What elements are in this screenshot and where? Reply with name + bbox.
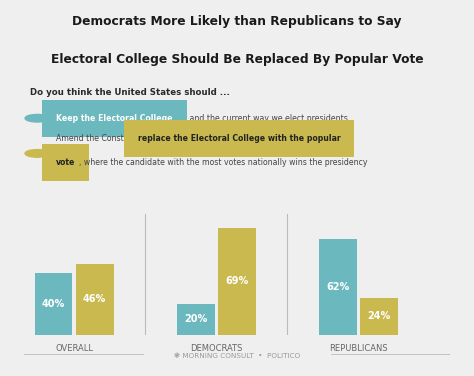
Bar [218,228,256,335]
Text: vote: vote [56,158,75,167]
Text: 40%: 40% [42,299,65,309]
Circle shape [25,150,49,157]
Text: Electoral College Should Be Replaced By Popular Vote: Electoral College Should Be Replaced By … [51,53,423,66]
Bar [319,239,357,335]
Circle shape [25,114,49,122]
Text: 46%: 46% [83,294,106,304]
Text: 69%: 69% [225,276,249,287]
Text: , where the candidate with the most votes nationally wins the presidency: , where the candidate with the most vote… [79,158,368,167]
Text: and the current way we elect presidents: and the current way we elect presidents [187,114,348,123]
Bar [361,298,398,335]
Text: OVERALL: OVERALL [55,344,93,353]
Text: 62%: 62% [327,282,350,292]
Bar [35,273,72,335]
Text: Keep the Electoral College: Keep the Electoral College [56,114,173,123]
Text: ❃ MORNING CONSULT  •  POLITICO: ❃ MORNING CONSULT • POLITICO [174,353,300,359]
Bar [177,304,215,335]
Bar [76,264,113,335]
Text: 20%: 20% [184,314,207,324]
Text: DEMOCRATS: DEMOCRATS [190,344,243,353]
Text: Democrats More Likely than Republicans to Say: Democrats More Likely than Republicans t… [72,15,402,28]
Text: Do you think the United States should ...: Do you think the United States should ..… [30,88,230,97]
Text: Amend the Constitution to: Amend the Constitution to [56,134,162,143]
Text: REPUBLICANS: REPUBLICANS [329,344,388,353]
Text: replace the Electoral College with the popular: replace the Electoral College with the p… [137,134,340,143]
Text: 24%: 24% [368,311,391,321]
